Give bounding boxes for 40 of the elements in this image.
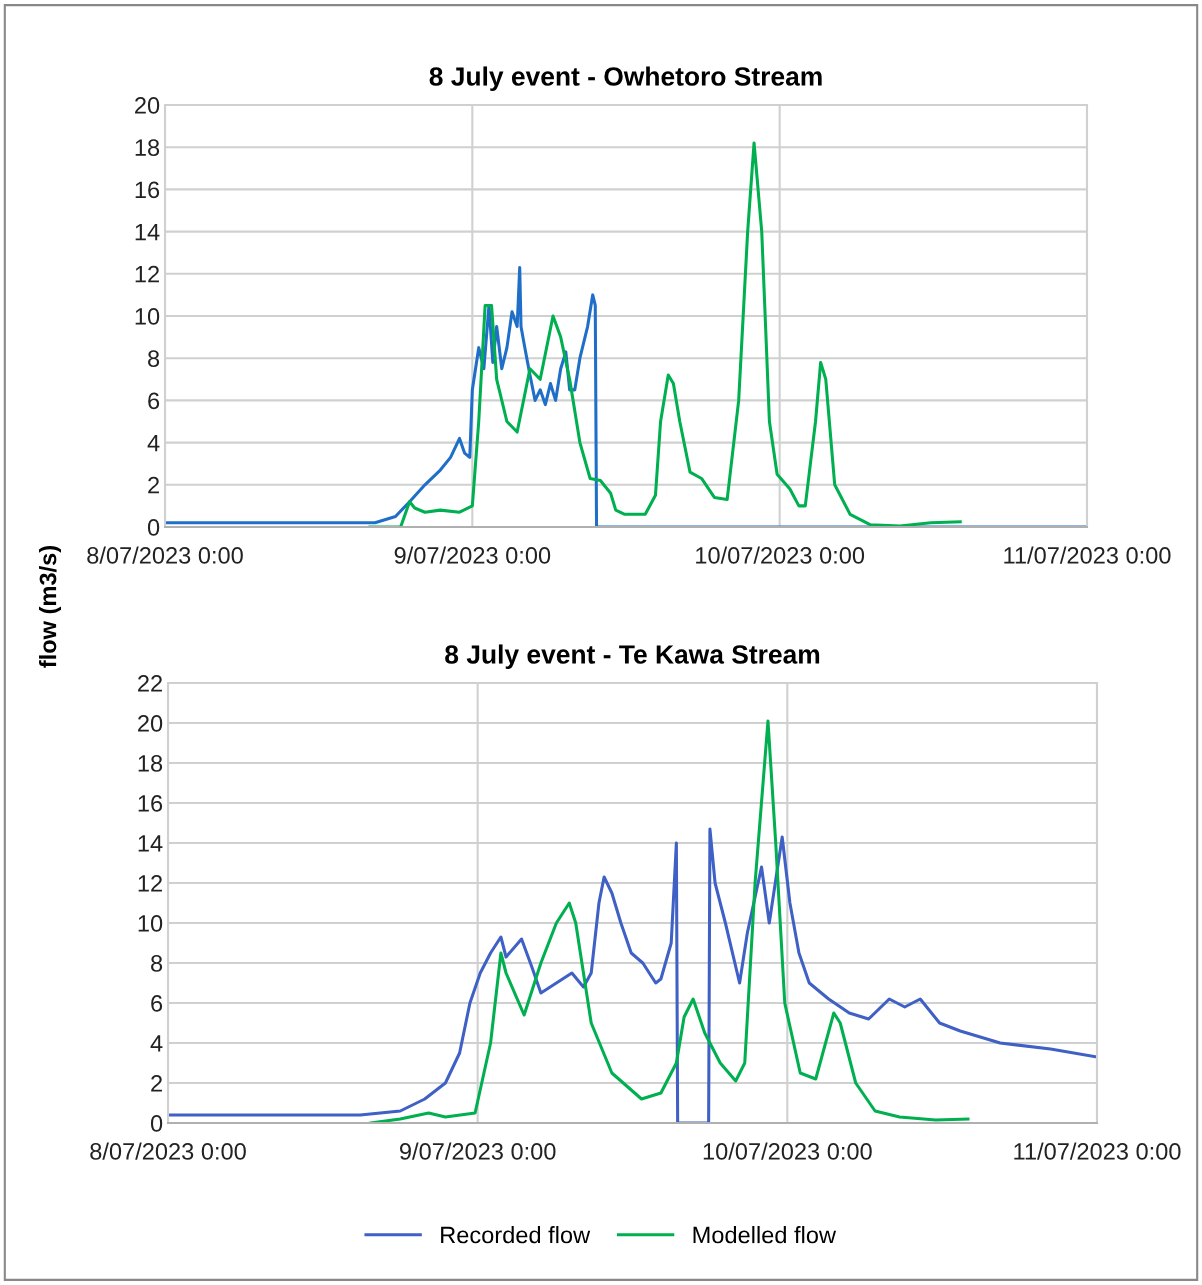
y-tick-label: 14	[138, 835, 163, 852]
x-tick-label: 11/07/2023 0:00	[1014, 1142, 1181, 1160]
x-tick-label: 9/07/2023 0:00	[400, 1142, 556, 1160]
y-tick-label: 10	[138, 915, 163, 932]
line-series	[168, 827, 1097, 1123]
y-tick-label: 6	[151, 995, 163, 1012]
y-tick-label: 22	[138, 675, 162, 692]
x-tick-label: 8/07/2023 0:00	[87, 546, 243, 564]
line-series	[165, 265, 1087, 527]
y-tick-label: 2	[148, 476, 159, 494]
x-tick-label: 8/07/2023 0:00	[90, 1142, 246, 1160]
y-tick-label: 8	[148, 350, 160, 367]
line-series	[369, 719, 970, 1123]
y-axis-title: flow (m3/s)	[39, 546, 61, 668]
line-series	[368, 141, 962, 527]
chart-title: 8 July event - Owhetoro Stream	[429, 66, 822, 92]
legend-label: Recorded flow	[441, 1225, 591, 1244]
y-tick-label: 0	[147, 519, 160, 536]
chart-title: 8 July event - Te Kawa Stream	[445, 644, 820, 670]
y-tick-label: 6	[148, 392, 160, 410]
legend-label: Modelled flow	[693, 1225, 837, 1244]
y-tick-label: 4	[147, 434, 160, 452]
y-tick-label: 20	[135, 97, 160, 114]
y-tick-label: 14	[135, 223, 160, 241]
y-tick-label: 12	[138, 875, 162, 892]
x-tick-label: 9/07/2023 0:00	[394, 546, 551, 564]
y-tick-label: 0	[150, 1115, 163, 1132]
y-tick-label: 18	[135, 139, 160, 156]
y-tick-label: 16	[135, 181, 160, 199]
y-tick-label: 4	[150, 1035, 163, 1052]
y-tick-label: 18	[138, 755, 163, 772]
y-tick-label: 20	[138, 715, 163, 732]
x-tick-label: 10/07/2023 0:00	[703, 1142, 872, 1160]
y-tick-label: 2	[151, 1075, 162, 1092]
x-tick-label: 11/07/2023 0:00	[1004, 546, 1171, 564]
x-tick-label: 10/07/2023 0:00	[696, 546, 865, 564]
y-tick-label: 16	[138, 795, 163, 812]
y-tick-label: 12	[135, 265, 159, 283]
y-tick-label: 10	[135, 308, 160, 325]
y-tick-label: 8	[151, 955, 163, 972]
